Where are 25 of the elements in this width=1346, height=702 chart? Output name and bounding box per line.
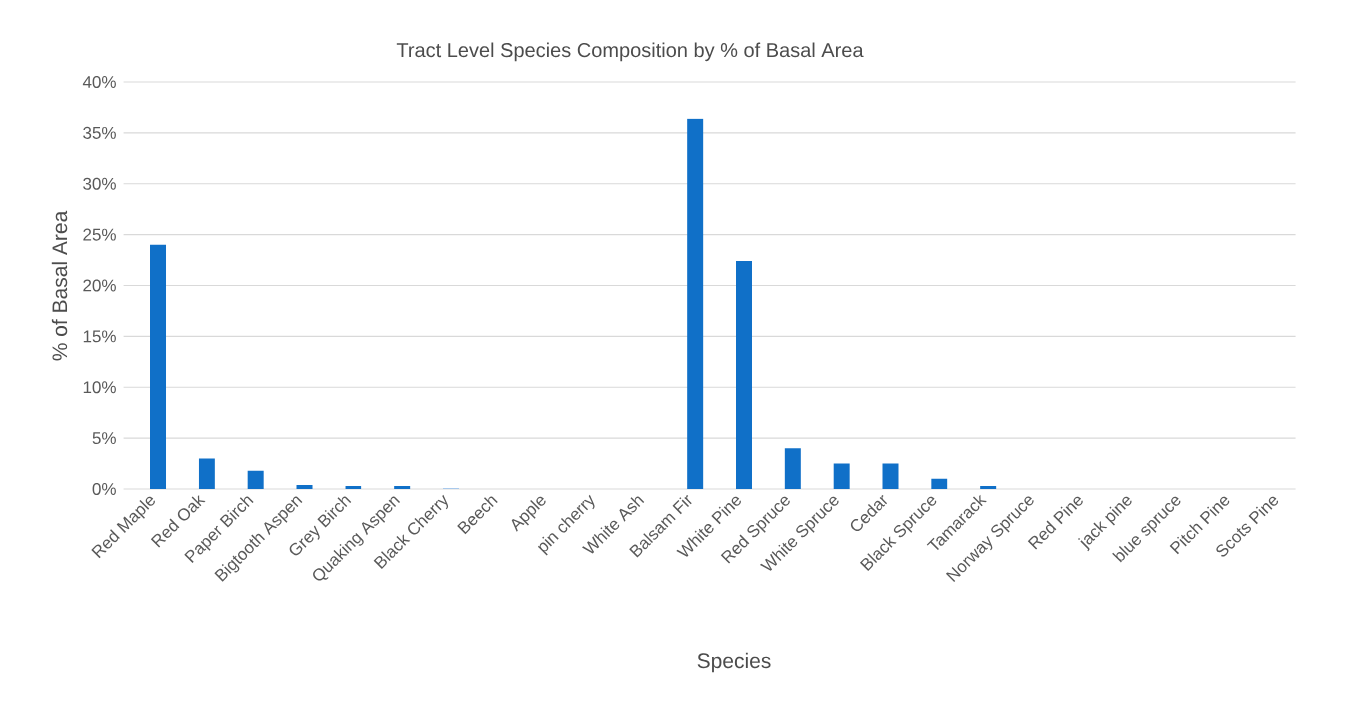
y-tick-label: 30% — [83, 177, 116, 190]
bar — [833, 463, 850, 489]
y-tick-label: 20% — [83, 279, 116, 292]
y-tick-label: 35% — [83, 126, 116, 139]
bar — [784, 448, 801, 489]
y-axis-title: % of Basal Area — [51, 210, 68, 361]
bar — [394, 485, 411, 489]
y-tick-label: 0% — [92, 482, 116, 495]
bar — [931, 478, 948, 489]
bar — [687, 118, 704, 489]
bar — [980, 485, 997, 489]
y-tick-label: 25% — [83, 228, 116, 241]
bar — [198, 458, 215, 489]
y-tick-label: 5% — [92, 432, 116, 445]
chart-title: Tract Level Species Composition by % of Basal Area — [396, 42, 864, 62]
y-tick-label: 15% — [83, 330, 116, 343]
bar — [882, 463, 899, 489]
bar — [736, 261, 752, 489]
bar — [296, 484, 313, 489]
bar — [150, 244, 167, 489]
y-tick-label: 10% — [83, 381, 116, 394]
x-axis-title: Species — [697, 652, 771, 673]
y-tick-label: 40% — [82, 75, 116, 89]
bar — [247, 470, 264, 489]
bar — [345, 485, 362, 489]
